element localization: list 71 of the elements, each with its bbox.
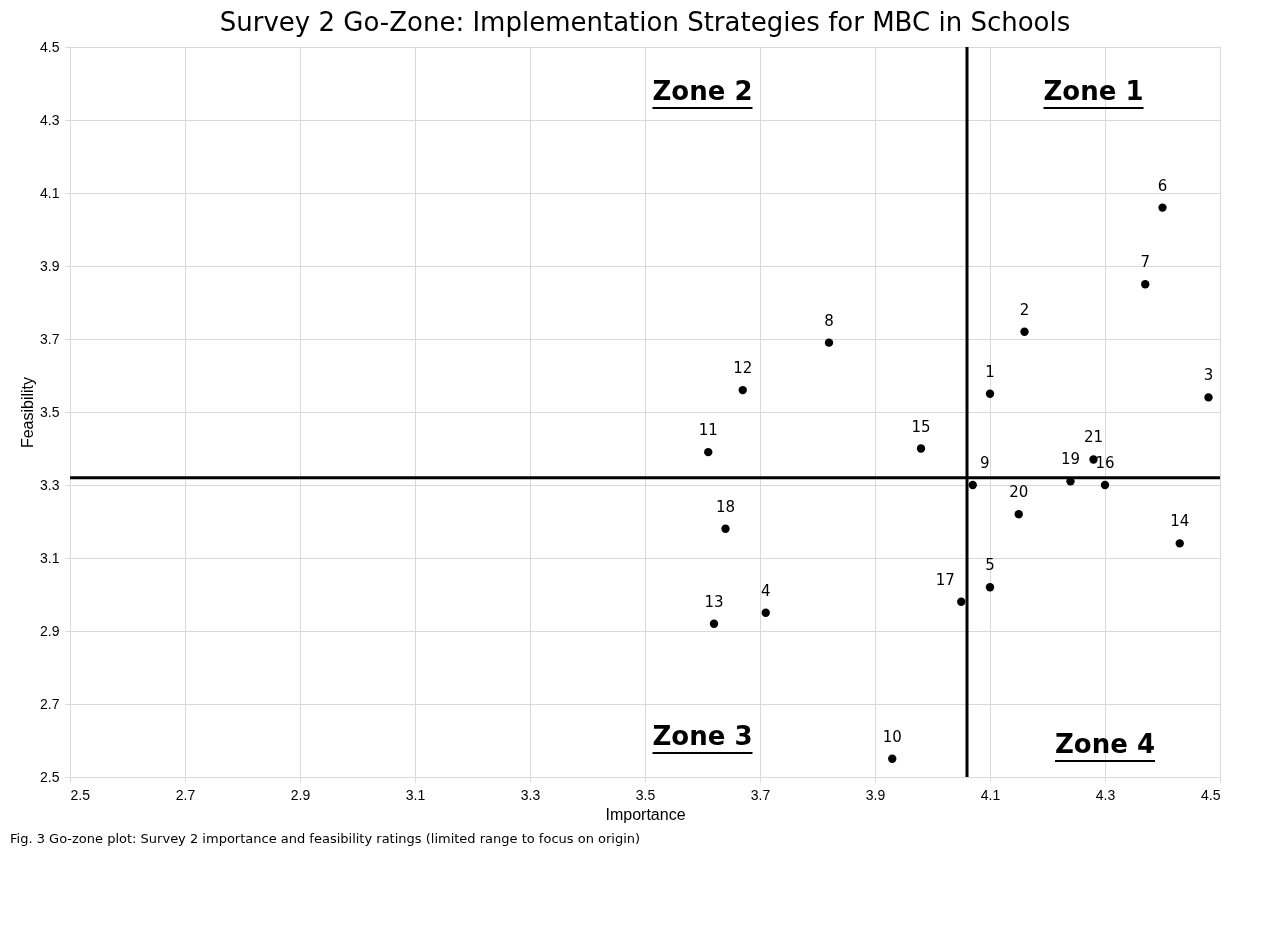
y-tick-label: 2.5 xyxy=(40,768,60,785)
point xyxy=(985,389,995,398)
annotation: Zone 1 xyxy=(1043,76,1144,106)
y-tick-label: 2.7 xyxy=(40,695,60,712)
x-tick-label: 3.7 xyxy=(750,786,771,803)
x-tick-label: 4.3 xyxy=(1095,786,1116,803)
x-tick-label: 4.5 xyxy=(1201,786,1221,803)
x-tick-label: 3.9 xyxy=(865,786,886,803)
x-tick-label: 2.7 xyxy=(175,786,196,803)
y-tick-label: 3.1 xyxy=(40,549,60,566)
annotation: 17 xyxy=(935,570,955,589)
annotation: Zone 3 xyxy=(652,721,753,751)
y-tick-label: 3.9 xyxy=(40,257,60,274)
annotation: 4 xyxy=(760,581,771,600)
caption: Fig. 3 Go-zone plot: Survey 2 importance and feasibility ratings (limited range to focus on origin) xyxy=(10,831,641,846)
point xyxy=(1020,327,1029,336)
y-tick-label: 4.1 xyxy=(40,184,60,201)
annotation: 16 xyxy=(1095,454,1115,472)
annotation: 13 xyxy=(704,592,724,611)
annotation: 21 xyxy=(1083,428,1104,447)
annotation: 5 xyxy=(985,556,995,575)
annotation: 8 xyxy=(824,311,834,330)
point xyxy=(1100,480,1110,490)
annotation: 10 xyxy=(882,727,902,746)
y-tick-label: 3.7 xyxy=(40,330,60,347)
point xyxy=(957,597,966,606)
point xyxy=(761,608,770,617)
point xyxy=(1141,280,1150,289)
y-axis-title: Feasibility xyxy=(19,376,37,449)
y-tick-label: 3.3 xyxy=(40,476,60,493)
x-tick-label: 3.1 xyxy=(405,786,426,803)
annotation: 18 xyxy=(715,497,736,516)
annotation: Zone 2 xyxy=(652,76,753,106)
annotation: 2 xyxy=(1019,300,1030,319)
annotation: 6 xyxy=(1157,176,1168,195)
annotation: 11 xyxy=(698,421,718,440)
x-tick-label: 3.5 xyxy=(635,786,656,803)
annotation: Zone 4 xyxy=(1054,729,1156,759)
annotation: 1 xyxy=(985,362,995,381)
x-axis-title: Importance xyxy=(605,805,686,823)
point xyxy=(704,447,713,457)
point xyxy=(968,480,977,490)
annotation: 9 xyxy=(979,454,990,472)
point xyxy=(1014,510,1023,519)
x-tick-label: 3.3 xyxy=(520,786,541,803)
x-tick-label: 4.1 xyxy=(980,786,1001,803)
x-tick-label: 2.5 xyxy=(70,786,91,803)
annotation: 7 xyxy=(1140,253,1151,272)
annotation: 14 xyxy=(1170,512,1190,531)
y-tick-label: 3.5 xyxy=(40,403,60,420)
annotation: 15 xyxy=(911,417,931,436)
point xyxy=(888,754,897,763)
chart-title: Survey 2 Go-Zone: Implementation Strategies for MBC in Schools xyxy=(219,7,1071,37)
annotation: 19 xyxy=(1060,450,1081,469)
point xyxy=(709,619,719,628)
y-tick-label: 4.3 xyxy=(40,111,60,128)
y-tick-label: 4.5 xyxy=(40,38,60,55)
annotation: 20 xyxy=(1009,483,1029,502)
point xyxy=(1175,539,1184,548)
point xyxy=(824,338,834,347)
point xyxy=(738,385,747,395)
x-tick-label: 2.9 xyxy=(290,786,311,803)
point xyxy=(916,444,926,453)
annotation: 3 xyxy=(1203,366,1214,385)
point xyxy=(985,583,995,592)
point xyxy=(721,524,730,533)
annotation: 12 xyxy=(733,359,753,378)
point xyxy=(1089,455,1098,464)
point xyxy=(1204,393,1213,402)
point xyxy=(1158,203,1167,212)
y-tick-label: 2.9 xyxy=(40,622,60,639)
